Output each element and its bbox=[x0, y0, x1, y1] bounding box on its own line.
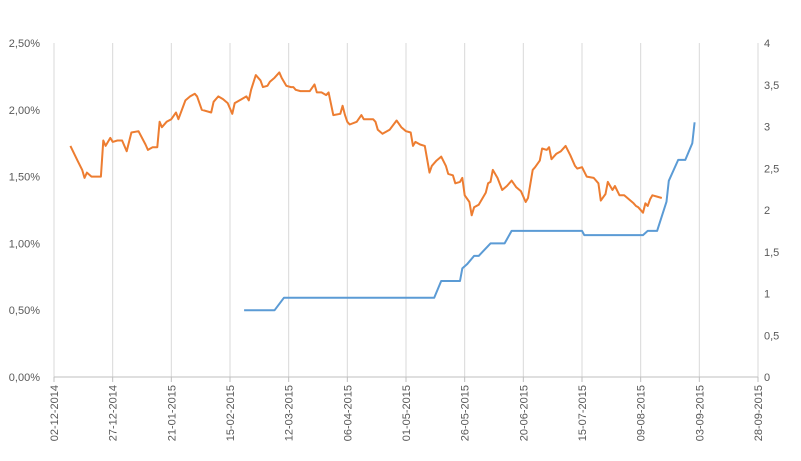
x-axis-tick-label: 01-05-2015 bbox=[401, 385, 413, 441]
right-axis-tick-labels: 0 0,5 1 1,5 2 2,5 3 3,5 4 bbox=[764, 38, 779, 384]
right-axis-tick-label: 2,5 bbox=[764, 163, 779, 175]
left-axis-tick-label: 1,00% bbox=[9, 238, 40, 250]
x-axis-tick-label: 02-12-2014 bbox=[49, 385, 61, 441]
left-axis-tick-label: 2,00% bbox=[9, 105, 40, 117]
x-axis-tick-labels: 02-12-2014 27-12-2014 21-01-2015 15-02-2015… bbox=[49, 385, 765, 441]
right-axis-tick-label: 3,5 bbox=[764, 80, 779, 92]
axes bbox=[53, 376, 759, 382]
right-axis-tick-label: 4 bbox=[764, 38, 770, 50]
right-axis-tick-label: 3 bbox=[764, 122, 770, 134]
x-axis-tick-label: 09-08-2015 bbox=[636, 385, 648, 441]
vertical-gridlines bbox=[53, 43, 759, 377]
right-axis-tick-label: 1,5 bbox=[764, 247, 779, 259]
series-lines bbox=[69, 71, 696, 312]
x-axis-tick-label: 21-01-2015 bbox=[166, 385, 178, 441]
right-axis-tick-label: 2 bbox=[764, 205, 770, 217]
right-axis-tick-label: 0 bbox=[764, 372, 770, 384]
left-axis-tick-label: 2,50% bbox=[9, 38, 40, 50]
left-axis-tick-labels: 0,00% 0,50% 1,00% 1,50% 2,00% 2,50% bbox=[9, 38, 40, 384]
right-axis-tick-label: 0,5 bbox=[764, 330, 779, 342]
x-axis-tick-label: 26-05-2015 bbox=[460, 385, 472, 441]
right-axis-tick-label: 1 bbox=[764, 289, 770, 301]
left-axis-tick-label: 1,50% bbox=[9, 172, 40, 184]
x-axis-tick-label: 28-09-2015 bbox=[753, 385, 765, 441]
x-axis-tick-label: 27-12-2014 bbox=[108, 385, 120, 441]
x-axis-tick-label: 03-09-2015 bbox=[694, 385, 706, 441]
series-line-orange bbox=[69, 71, 663, 217]
x-axis-tick-label: 06-04-2015 bbox=[342, 385, 354, 441]
left-axis-tick-label: 0,50% bbox=[9, 305, 40, 317]
series-line-blue bbox=[244, 122, 696, 312]
x-axis-tick-label: 15-07-2015 bbox=[577, 385, 589, 441]
x-axis-tick-label: 12-03-2015 bbox=[284, 385, 296, 441]
x-axis-tick-label: 15-02-2015 bbox=[225, 385, 237, 441]
x-axis-tick-label: 20-06-2015 bbox=[518, 385, 530, 441]
left-axis-tick-label: 0,00% bbox=[9, 372, 40, 384]
